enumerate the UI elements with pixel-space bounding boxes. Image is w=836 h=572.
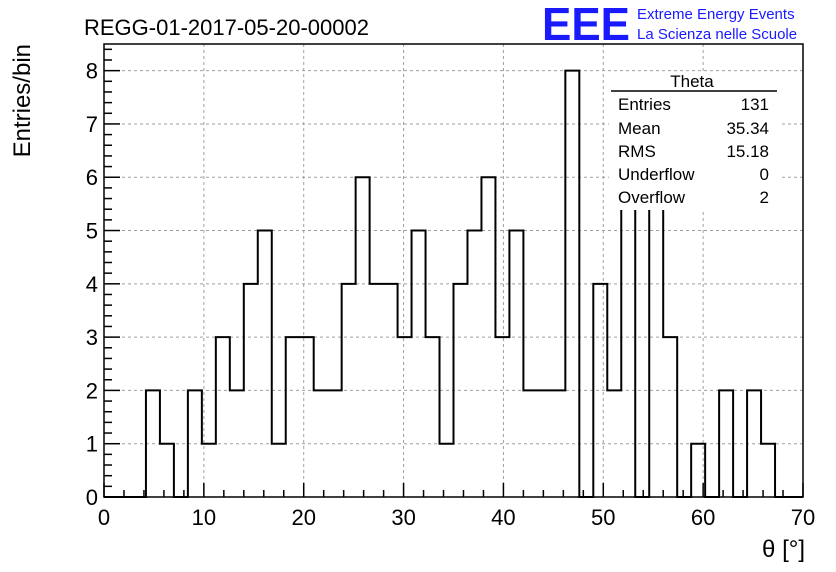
logo-line-1: Extreme Energy Events	[637, 6, 795, 23]
chart-title: REGG-01-2017-05-20-00002	[84, 15, 369, 40]
x-tick-label: 70	[791, 505, 815, 530]
stats-entries-label: Entries	[618, 95, 671, 114]
axis-ticks	[103, 48, 804, 498]
y-tick-label: 0	[86, 485, 98, 510]
stats-box-background	[609, 72, 779, 210]
x-tick-label: 60	[691, 505, 715, 530]
x-tick-label: 40	[491, 505, 515, 530]
y-tick-label: 7	[86, 112, 98, 137]
histogram-bin	[300, 337, 314, 497]
stats-overflow-label: Overflow	[618, 188, 686, 207]
stats-entries-value: 131	[741, 95, 769, 114]
histogram-bin	[551, 390, 565, 497]
histogram-bin	[342, 284, 356, 497]
stats-box: Theta Entries 131 Mean 35.34 RMS 15.18 U…	[609, 72, 779, 210]
x-tick-label: 30	[391, 505, 415, 530]
stats-rms-value: 15.18	[726, 142, 769, 161]
x-tick-label: 0	[98, 505, 110, 530]
y-tick-label: 1	[86, 432, 98, 457]
histogram-bin	[467, 231, 481, 497]
histogram-bin	[719, 390, 733, 497]
x-tick-label: 50	[591, 505, 615, 530]
histogram-bin	[440, 444, 454, 497]
y-tick-label: 3	[86, 325, 98, 350]
histogram-bin	[272, 444, 286, 497]
y-tick-label: 5	[86, 219, 98, 244]
plot-frame	[103, 43, 804, 498]
stats-overflow-value: 2	[760, 188, 769, 207]
histogram-bin	[663, 337, 677, 497]
histogram-bin	[495, 337, 509, 497]
histogram-bin	[160, 444, 174, 497]
x-tick-label: 10	[192, 505, 216, 530]
stats-underflow-label: Underflow	[618, 165, 695, 184]
y-axis-label: Entries/bin	[9, 44, 36, 157]
logo-line-2: La Scienza nelle Scuole	[637, 26, 797, 43]
eee-logo: EEE Extreme Energy Events La Scienza nel…	[542, 0, 797, 50]
histogram-bin	[286, 337, 300, 497]
histogram-bin	[216, 337, 230, 497]
eee-logo-mark: EEE	[542, 0, 630, 50]
x-tick-label: 20	[291, 505, 315, 530]
stats-mean-label: Mean	[618, 119, 661, 138]
histogram-bin	[412, 231, 426, 497]
histogram-bin	[398, 337, 412, 497]
stats-rms-label: RMS	[618, 142, 656, 161]
stats-mean-value: 35.34	[726, 119, 769, 138]
y-tick-label: 8	[86, 59, 98, 84]
y-tick-label: 2	[86, 378, 98, 403]
stats-box-title: Theta	[670, 72, 714, 91]
stats-underflow-value: 0	[760, 165, 769, 184]
y-tick-label: 4	[86, 272, 98, 297]
histogram-bin	[761, 444, 775, 497]
histogram-bin	[593, 284, 607, 497]
histogram-bin	[258, 231, 272, 497]
x-axis-label: θ [°]	[762, 536, 805, 563]
histogram-bin	[509, 231, 523, 497]
histogram-bin	[426, 337, 440, 497]
histogram-bin	[384, 284, 398, 497]
y-tick-label: 6	[86, 165, 98, 190]
